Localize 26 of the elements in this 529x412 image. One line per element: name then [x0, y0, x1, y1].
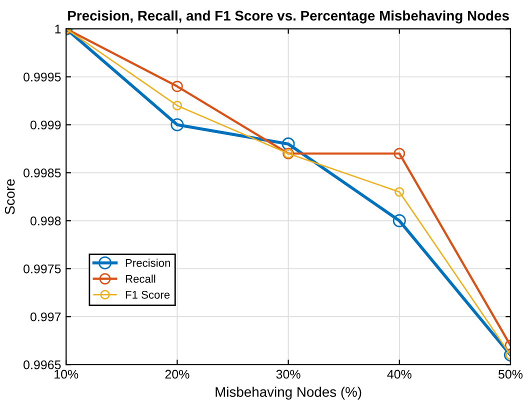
y-tick-label: 0.997 — [30, 312, 61, 322]
point — [172, 80, 183, 92]
y-tick-label: 1 — [55, 24, 61, 34]
x-tick-label: 30% — [276, 370, 300, 379]
legend-label: Recall — [126, 274, 156, 283]
y-tick-label: 0.9965 — [24, 360, 61, 370]
y-tick-label: 0.999 — [30, 120, 61, 130]
y-tick-label: 0.9975 — [24, 264, 61, 274]
x-tick-label: 40% — [387, 370, 412, 379]
x-tick-label: 20% — [165, 370, 190, 379]
point — [170, 118, 184, 132]
y-tick-label: 0.9985 — [24, 168, 61, 178]
legend-label: F1 Score — [126, 290, 170, 299]
point — [394, 187, 404, 197]
chart-title: Precision, Recall, and F1 Score vs. Percentage Misbehaving Nodes — [68, 10, 509, 24]
y-axis-title: Score — [4, 179, 15, 214]
x-axis-title: Misbehaving Nodes (%) — [216, 386, 362, 400]
point — [282, 137, 295, 150]
y-tick-label: 0.9995 — [24, 72, 61, 82]
x-tick-label: 50% — [498, 370, 523, 379]
point — [394, 148, 406, 160]
legend-label: Precision — [126, 258, 170, 267]
y-tick-label: 0.998 — [30, 216, 61, 226]
point — [392, 214, 406, 228]
point — [172, 100, 182, 110]
x-tick-label: 10% — [54, 370, 78, 379]
